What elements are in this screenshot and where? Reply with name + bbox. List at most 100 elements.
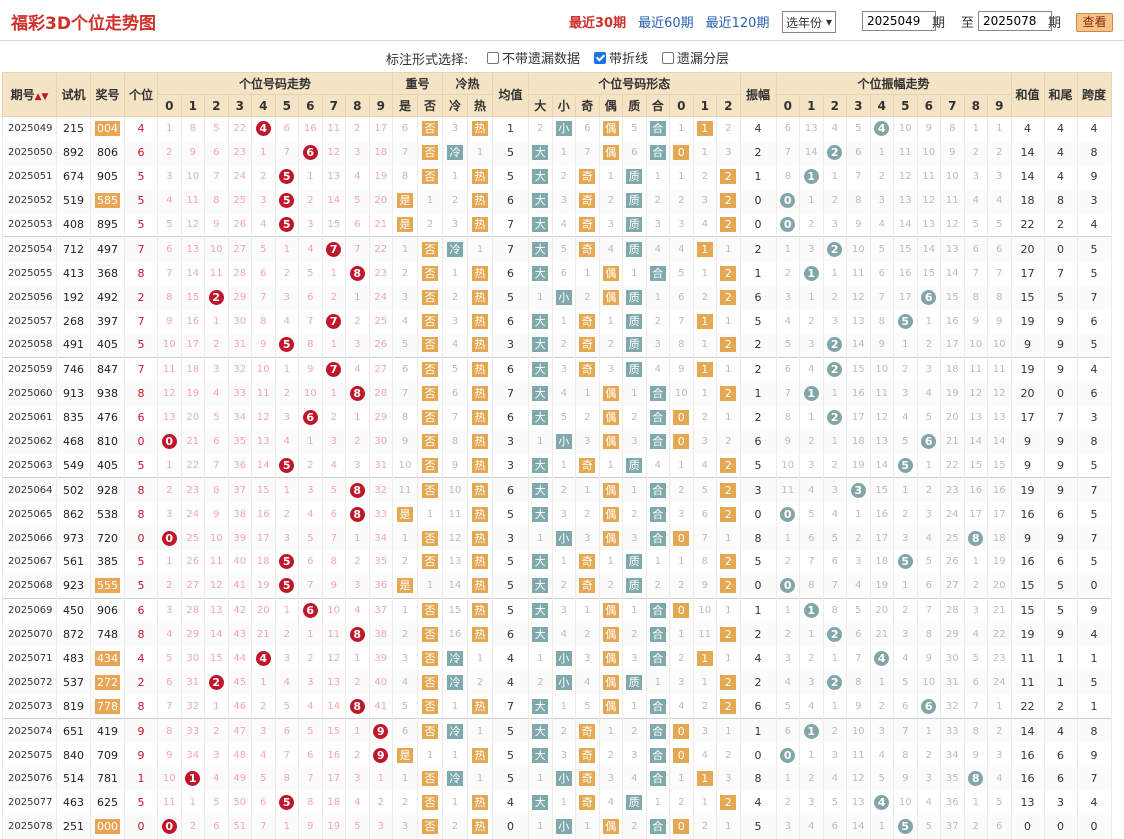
trend-miss-cell: 5 — [251, 236, 276, 262]
shape-small-mark: 小 — [555, 434, 572, 450]
repeat-miss: 1 — [426, 195, 434, 207]
miss-value: 8 — [166, 291, 173, 303]
checkbox-layer[interactable] — [662, 51, 674, 64]
amp-miss-cell: 10 — [916, 670, 941, 695]
option-layer[interactable]: 遗漏分层 — [662, 48, 729, 67]
period-to-input[interactable] — [978, 11, 1052, 31]
jianghao-value: 895 — [97, 218, 118, 231]
shape-prime-cell: 质 — [622, 309, 647, 334]
year-select[interactable]: 选年份 ▾ — [782, 11, 837, 33]
mod-miss: 2 — [725, 749, 732, 761]
sum-cell: 16 — [1010, 743, 1045, 768]
trend-miss-cell: 1 — [274, 597, 299, 623]
qihao-value: 2025053 — [8, 219, 53, 230]
amp-miss-cell: 2 — [799, 646, 824, 671]
miss-value: 1 — [283, 364, 290, 376]
shape-small-cell: 4 — [551, 381, 576, 406]
mod-cell: 10 — [669, 381, 694, 406]
shape-odd-miss: 5 — [584, 700, 591, 712]
miss-value: 3 — [283, 412, 290, 424]
range-60[interactable]: 最近60期 — [638, 16, 694, 31]
amp-miss: 8 — [972, 725, 979, 737]
query-button[interactable]: 查看 — [1076, 13, 1113, 32]
miss-value: 41 — [374, 700, 388, 712]
amp-miss: 3 — [902, 388, 909, 400]
amp-miss: 9 — [925, 123, 932, 135]
repeat-miss: 4 — [401, 676, 409, 688]
amp-miss-cell: 9 — [963, 309, 988, 334]
amp-miss-cell: 25 — [940, 526, 965, 551]
shape-composite-miss: 1 — [654, 676, 661, 688]
table-row: 2025070 872 748 8 4 29 14 43 21 2 1 11 8 38 2 否 16 热 6 大 4 2 偶… — [2, 622, 1112, 647]
mod-cell: 8 — [692, 550, 717, 574]
shape-odd-miss: 3 — [584, 436, 591, 448]
option-no-miss[interactable]: 不带遗漏数据 — [487, 48, 580, 67]
amp-miss-cell: 1 — [822, 429, 847, 454]
mod-mark: 2 — [720, 506, 737, 522]
avg-value: 4 — [507, 796, 514, 810]
gewei-cell: 5 — [124, 550, 158, 574]
repeat-yes-cell: 2 — [392, 790, 418, 815]
miss-value: 1 — [213, 700, 220, 712]
table-row: 2025061 835 476 6 13 20 5 34 12 3 6 2 1 29 8 否 7 热 6 大 5 2 偶 2 合… — [2, 405, 1112, 430]
repeat-no-cell: 否 — [417, 164, 443, 189]
trend-miss-cell: 1 — [345, 405, 370, 430]
amp-ball: 5 — [897, 819, 913, 835]
amp-miss-cell: 10 — [987, 333, 1012, 358]
amp-miss-cell: 12 — [869, 405, 894, 430]
gewei-cell: 6 — [124, 597, 158, 623]
trend-hit-cell: 0 — [157, 429, 182, 454]
shape-big-mark: 大 — [532, 362, 549, 378]
option-line[interactable]: 带折线 — [594, 48, 648, 67]
amp-miss: 19 — [945, 388, 959, 400]
mod-mark: 0 — [673, 723, 690, 739]
miss-value: 3 — [307, 484, 314, 496]
checkbox-no-miss[interactable] — [487, 51, 499, 64]
hot-cell: 热 — [467, 502, 493, 527]
mod-miss: 4 — [701, 219, 708, 230]
checkbox-line[interactable] — [594, 51, 606, 64]
shiji-cell: 913 — [56, 381, 91, 406]
tail-value: 9 — [1057, 314, 1064, 328]
shape-small-miss: 3 — [560, 195, 567, 207]
amp-hit-cell: 5 — [893, 814, 918, 839]
miss-value: 2 — [330, 412, 337, 424]
hotcold-mark: 热 — [472, 554, 488, 570]
trend-miss-cell: 47 — [227, 718, 252, 744]
avg-value: 3 — [507, 338, 514, 352]
amp-miss: 5 — [878, 243, 885, 255]
amp-miss: 16 — [945, 315, 959, 327]
period-from-input[interactable] — [862, 11, 936, 31]
repeat-yes-cell: 5 — [392, 694, 418, 719]
span-value: 5 — [1090, 507, 1098, 521]
shape-prime-cell: 2 — [622, 622, 647, 647]
shape-odd-cell: 5 — [575, 694, 600, 719]
mod-mark: 2 — [720, 627, 737, 643]
span-cell: 5 — [1076, 670, 1112, 695]
amp-miss-cell: 1 — [822, 646, 847, 671]
header-qihao[interactable]: 期号▲▼ — [2, 72, 57, 117]
hit-ball: 0 — [161, 819, 177, 835]
shape-composite-cell: 合 — [645, 743, 670, 768]
sum-cell: 16 — [1010, 767, 1045, 791]
shiji-value: 463 — [63, 796, 84, 810]
shape-even-miss: 1 — [607, 556, 614, 568]
jianghao-cell: 368 — [90, 261, 125, 286]
trend-miss-cell: 24 — [368, 285, 393, 310]
trend-miss-cell: 18 — [180, 356, 205, 382]
repeat-no-cell: 1 — [417, 573, 443, 599]
repeat-yes-cell: 6 — [392, 718, 418, 744]
shape-sub-5: 合 — [645, 94, 670, 117]
hot-cell: 热 — [467, 573, 493, 599]
range-30[interactable]: 最近30期 — [569, 16, 627, 31]
tail-value: 1 — [1057, 675, 1064, 689]
amp-miss-cell: 9 — [846, 212, 871, 237]
miss-value: 6 — [260, 267, 267, 279]
trend-miss-cell: 9 — [251, 333, 276, 358]
qihao-value: 2025078 — [8, 821, 53, 833]
range-120[interactable]: 最近120期 — [705, 16, 770, 31]
hotcold-miss: 10 — [448, 484, 462, 496]
miss-value: 6 — [307, 291, 314, 303]
hot-cell: 热 — [467, 429, 493, 454]
avg-value: 7 — [507, 242, 514, 256]
